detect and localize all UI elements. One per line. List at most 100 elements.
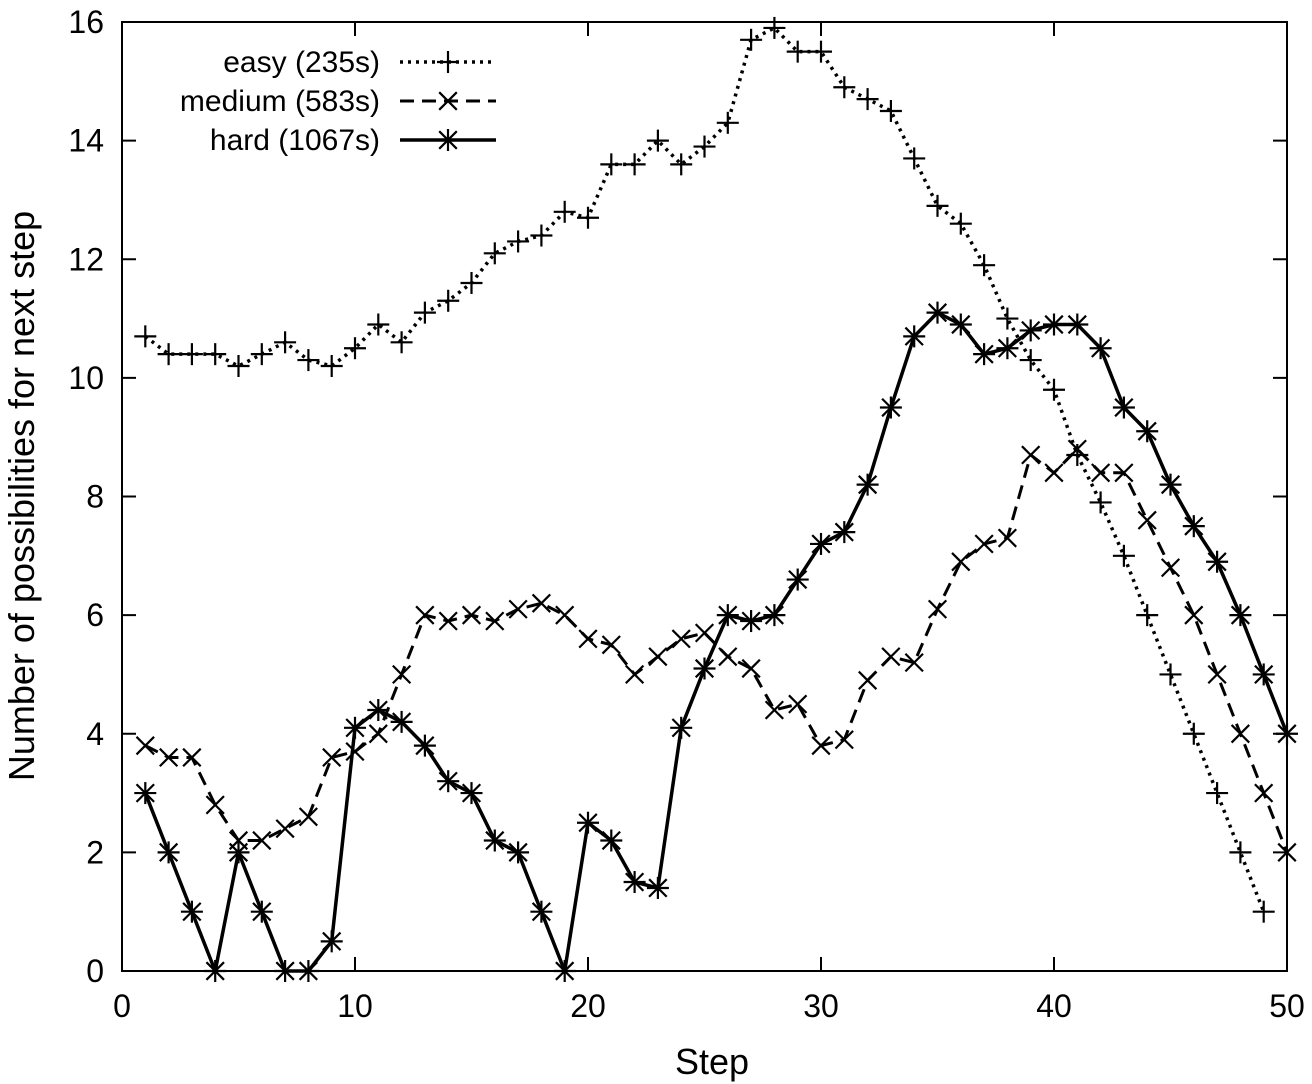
- data-point: [553, 200, 576, 223]
- data-point: [1019, 349, 1042, 372]
- series-line-dashed: [144, 447, 1289, 853]
- marker-stroke: [904, 326, 924, 346]
- data-point: [460, 782, 483, 805]
- x-tick-label: 50: [1269, 988, 1305, 1024]
- data-point: [716, 111, 739, 134]
- data-point: [250, 900, 273, 923]
- data-point: [367, 313, 390, 336]
- marker-stroke: [368, 700, 388, 720]
- marker-stroke: [927, 303, 948, 323]
- marker-stroke: [718, 647, 738, 667]
- data-point: [600, 829, 623, 852]
- y-tick-label: 6: [86, 597, 104, 633]
- data-point: [926, 301, 949, 324]
- data-point: [648, 647, 668, 667]
- marker-stroke: [858, 670, 878, 690]
- y-tick-label: 8: [86, 479, 104, 515]
- marker-stroke: [1067, 439, 1087, 459]
- marker-stroke: [718, 605, 738, 625]
- data-point: [646, 876, 669, 899]
- data-point: [390, 331, 413, 354]
- marker-stroke: [159, 842, 179, 862]
- data-point: [1136, 420, 1159, 443]
- data-point: [1252, 900, 1275, 923]
- data-point: [134, 325, 157, 348]
- data-point: [180, 343, 203, 366]
- marker-stroke: [997, 528, 1017, 548]
- marker-stroke: [788, 694, 808, 714]
- data-point: [159, 747, 179, 768]
- data-point: [297, 960, 320, 982]
- data-point: [320, 930, 343, 953]
- marker-stroke: [1067, 314, 1087, 335]
- data-point: [298, 807, 318, 827]
- marker-stroke: [671, 718, 691, 738]
- data-point: [926, 194, 949, 217]
- marker-stroke: [438, 611, 458, 631]
- data-point: [578, 629, 598, 649]
- data-point: [204, 343, 227, 366]
- marker-stroke: [182, 747, 202, 768]
- data-point: [974, 534, 994, 554]
- data-point: [1229, 604, 1252, 627]
- marker-stroke: [555, 961, 575, 981]
- data-point: [460, 271, 483, 294]
- data-point: [134, 782, 157, 805]
- marker-stroke: [648, 878, 668, 898]
- data-point: [1112, 396, 1135, 419]
- marker-stroke: [1230, 724, 1250, 744]
- y-tick-label: 16: [68, 4, 104, 40]
- series-cross: [135, 439, 1297, 862]
- data-point: [438, 611, 458, 631]
- legend-marker: [438, 91, 458, 111]
- marker-stroke: [671, 629, 691, 649]
- marker-stroke: [485, 830, 505, 851]
- y-tick-label: 10: [68, 360, 104, 396]
- data-point: [367, 699, 390, 722]
- data-point: [297, 349, 320, 372]
- data-point: [996, 337, 1019, 360]
- marker-stroke: [1091, 463, 1111, 483]
- marker-stroke: [834, 730, 854, 750]
- series-line-solid: [143, 310, 1289, 973]
- marker-stroke: [298, 961, 318, 981]
- marker-stroke: [252, 830, 272, 851]
- marker-stroke: [322, 931, 342, 951]
- data-point: [810, 40, 832, 63]
- data-point: [553, 960, 576, 982]
- data-point: [1043, 313, 1065, 336]
- data-point: [530, 224, 553, 247]
- data-point: [252, 830, 272, 851]
- marker-stroke: [1160, 558, 1181, 578]
- data-point: [392, 664, 412, 685]
- marker-stroke: [438, 130, 458, 150]
- marker-stroke: [135, 783, 155, 803]
- legend-marker: [437, 51, 459, 73]
- marker-stroke: [275, 961, 295, 981]
- marker-stroke: [997, 338, 1017, 358]
- marker-stroke: [1184, 605, 1204, 625]
- marker-stroke: [858, 475, 878, 495]
- marker-stroke: [555, 605, 575, 625]
- marker-stroke: [1021, 445, 1041, 465]
- marker-stroke: [1254, 664, 1274, 685]
- data-point: [858, 670, 878, 690]
- data-point: [530, 900, 553, 923]
- x-tick-label: 40: [1036, 988, 1072, 1024]
- data-point: [344, 337, 366, 360]
- data-point: [693, 135, 716, 158]
- data-point: [1182, 515, 1205, 538]
- marker-stroke: [415, 605, 435, 625]
- data-point: [485, 611, 505, 631]
- data-point: [764, 700, 784, 720]
- marker-stroke: [182, 902, 202, 922]
- marker-stroke: [951, 552, 971, 572]
- data-point: [577, 206, 599, 229]
- marker-stroke: [881, 647, 901, 667]
- data-point: [390, 710, 413, 733]
- marker-stroke: [1160, 475, 1181, 495]
- marker-stroke: [135, 736, 155, 756]
- data-point: [1019, 319, 1042, 342]
- marker-stroke: [951, 314, 971, 335]
- data-point: [508, 599, 528, 619]
